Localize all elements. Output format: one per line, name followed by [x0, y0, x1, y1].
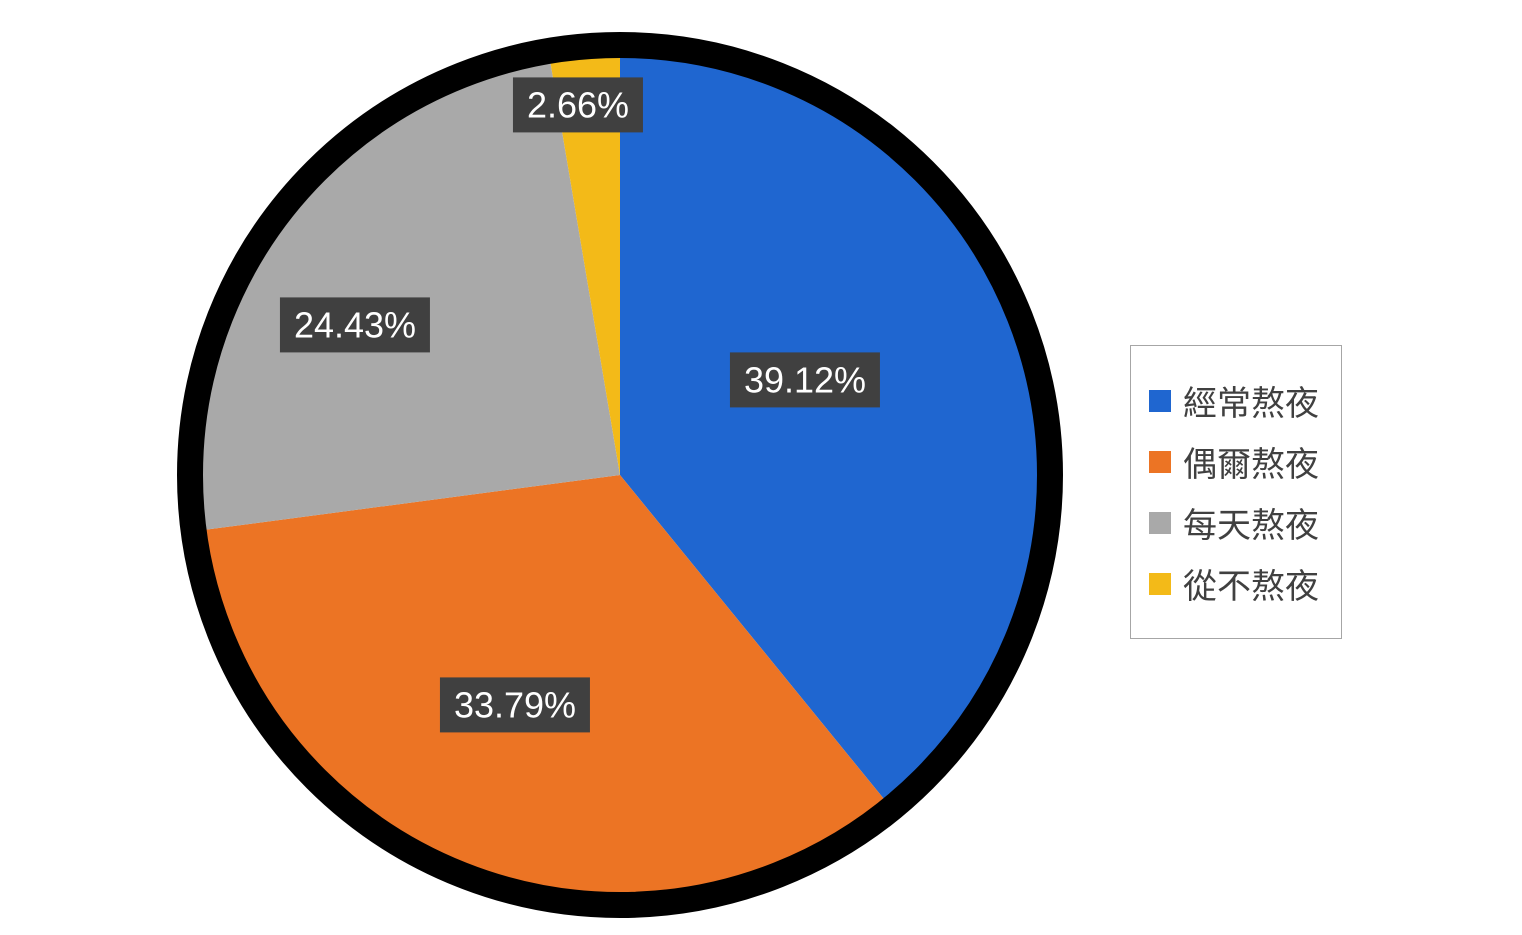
legend-item: 從不熬夜 [1149, 559, 1319, 608]
legend-item: 經常熬夜 [1149, 376, 1319, 425]
legend-swatch [1149, 512, 1171, 534]
legend-label: 每天熬夜 [1183, 498, 1319, 547]
legend: 經常熬夜偶爾熬夜每天熬夜從不熬夜 [1130, 345, 1342, 639]
data-label: 33.79% [440, 677, 590, 732]
legend-swatch [1149, 451, 1171, 473]
legend-label: 偶爾熬夜 [1183, 437, 1319, 486]
pie-chart-container: 39.12% 33.79% 24.43% 2.66% 經常熬夜偶爾熬夜每天熬夜從不熬夜 [0, 0, 1522, 935]
legend-item: 偶爾熬夜 [1149, 437, 1319, 486]
legend-label: 經常熬夜 [1183, 376, 1319, 425]
legend-swatch [1149, 573, 1171, 595]
legend-item: 每天熬夜 [1149, 498, 1319, 547]
legend-label: 從不熬夜 [1183, 559, 1319, 608]
legend-swatch [1149, 390, 1171, 412]
data-label: 2.66% [513, 77, 643, 132]
data-label: 24.43% [280, 297, 430, 352]
data-label: 39.12% [730, 352, 880, 407]
